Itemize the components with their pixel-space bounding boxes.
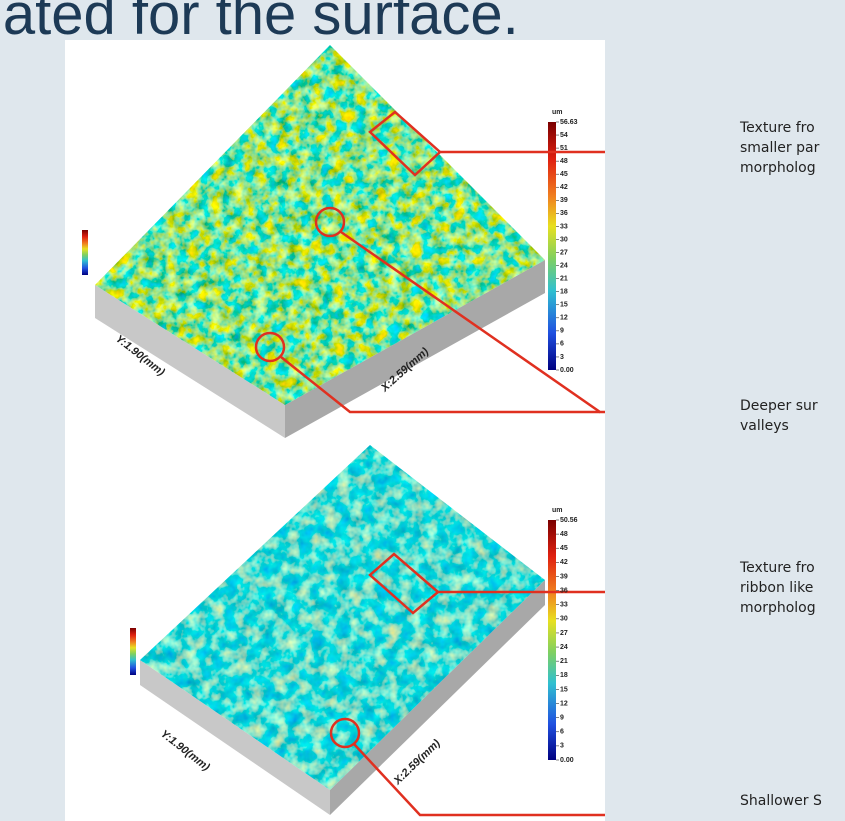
colorbar-label: 36 xyxy=(560,587,568,594)
colorbar-label: 6 xyxy=(560,341,564,348)
colorbar xyxy=(548,122,556,370)
unit-label: um xyxy=(552,109,563,116)
slide-title: iated for the surface. xyxy=(0,0,519,47)
annotation-text: morpholog xyxy=(740,160,816,176)
annotation-text: Texture fro xyxy=(739,120,815,136)
colorbar-label: 24 xyxy=(560,644,568,651)
colorbar-label: 9 xyxy=(560,328,564,335)
colorbar-label: 33 xyxy=(560,602,568,609)
colorbar-label: 15 xyxy=(560,686,568,693)
colorbar-label: 45 xyxy=(560,545,568,552)
annotation-text: Shallower S xyxy=(740,793,822,809)
annotation-text: Deeper sur xyxy=(740,398,818,414)
colorbar-label: 0.00 xyxy=(560,757,574,764)
annotation-text: ribbon like xyxy=(740,580,813,596)
notes-area xyxy=(605,40,845,821)
colorbar-label: 21 xyxy=(560,658,568,665)
colorbar-label: 12 xyxy=(560,315,568,322)
colorbar-label: 56.63 xyxy=(560,119,578,126)
colorbar-label: 3 xyxy=(560,354,564,361)
colorbar-label: 12 xyxy=(560,700,568,707)
colorbar-label: 42 xyxy=(560,559,568,566)
annotation-text: morpholog xyxy=(740,600,816,616)
unit-label: um xyxy=(552,507,563,514)
colorbar-label: 6 xyxy=(560,729,564,736)
colorbar-label: 30 xyxy=(560,616,568,623)
colorbar-label: 51 xyxy=(560,145,568,152)
slide: iated for the surface. um um Y:1.90(mm) … xyxy=(0,0,845,821)
colorbar-label: 18 xyxy=(560,289,568,296)
page: {"title": "iated for the surface.", "pan… xyxy=(0,0,845,821)
colorbar-label: 45 xyxy=(560,171,568,178)
colorbar-label: 39 xyxy=(560,197,568,204)
colorbar-label: 9 xyxy=(560,714,564,721)
annotation-text: smaller par xyxy=(740,140,820,156)
colorbar-label: 27 xyxy=(560,630,568,637)
colorbar-label: 39 xyxy=(560,573,568,580)
colorbar-label: 54 xyxy=(560,132,568,139)
colorbar-label: 50.56 xyxy=(560,517,578,524)
mini-colorbar xyxy=(130,628,136,675)
colorbar-label: 15 xyxy=(560,302,568,309)
colorbar-label: 18 xyxy=(560,672,568,679)
colorbar-label: 27 xyxy=(560,249,568,256)
colorbar-label: 21 xyxy=(560,275,568,282)
colorbar xyxy=(548,520,556,760)
mini-colorbar xyxy=(82,230,88,275)
annotation-text: Texture fro xyxy=(739,560,815,576)
annotation-text: valleys xyxy=(740,418,789,434)
colorbar-label: 30 xyxy=(560,236,568,243)
colorbar-label: 0.00 xyxy=(560,367,574,374)
colorbar-label: 48 xyxy=(560,158,568,165)
colorbar-label: 36 xyxy=(560,210,568,217)
colorbar-label: 33 xyxy=(560,223,568,230)
colorbar-label: 24 xyxy=(560,262,568,269)
colorbar-label: 3 xyxy=(560,743,564,750)
colorbar-label: 48 xyxy=(560,531,568,538)
colorbar-label: 42 xyxy=(560,184,568,191)
